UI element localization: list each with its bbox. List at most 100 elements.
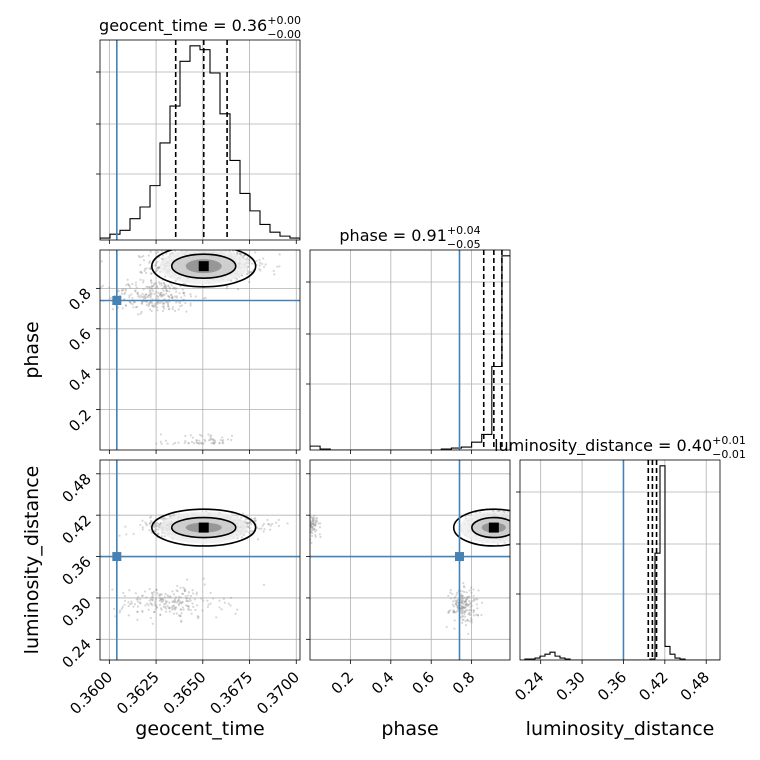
sample-point — [132, 306, 135, 309]
sample-point — [154, 604, 158, 607]
sample-point — [203, 583, 206, 586]
sample-point — [150, 301, 154, 305]
y-tick-label-phase: 0.8 — [65, 284, 95, 314]
sample-point — [460, 597, 463, 600]
sample-point — [168, 290, 171, 293]
sample-point — [180, 619, 183, 622]
sample-point — [464, 610, 467, 613]
sample-point — [447, 611, 450, 614]
title-err-plus: +0.04 — [447, 224, 481, 237]
sample-point — [213, 442, 216, 445]
sample-point — [319, 535, 322, 539]
sample-point — [150, 591, 154, 594]
sample-point — [202, 577, 205, 580]
sample-point — [512, 523, 514, 525]
histogram-geocent_time — [100, 45, 300, 240]
sample-point — [513, 530, 515, 532]
sample-point — [510, 515, 512, 517]
sample-point — [160, 517, 163, 520]
sample-point — [453, 597, 456, 600]
sample-point — [270, 522, 274, 526]
sample-point — [165, 287, 168, 290]
x-tick-label-phase: 0.6 — [408, 668, 438, 698]
sample-point — [157, 291, 160, 295]
sample-point — [177, 604, 181, 607]
sample-point — [169, 596, 172, 599]
sample-point — [312, 528, 315, 532]
sample-point — [463, 601, 467, 604]
sample-point — [173, 608, 177, 611]
sample-point — [147, 293, 151, 296]
sample-point — [150, 521, 153, 524]
sample-point — [460, 594, 463, 598]
sample-point — [184, 595, 187, 598]
sample-point — [163, 535, 166, 538]
sample-point — [177, 308, 180, 311]
sample-point — [175, 301, 178, 304]
sample-point — [249, 521, 252, 524]
sample-point — [466, 618, 469, 622]
sample-point — [128, 301, 132, 304]
sample-point — [137, 293, 140, 296]
sample-point — [162, 293, 165, 296]
sample-point — [315, 517, 318, 521]
sample-point — [144, 590, 147, 593]
sample-point — [463, 590, 466, 594]
x-axis-label-phase: phase — [381, 718, 438, 740]
sample-point — [164, 592, 167, 596]
sample-point — [189, 609, 192, 612]
sample-point — [121, 605, 124, 608]
sample-point — [511, 529, 513, 531]
sample-point — [455, 601, 458, 604]
sample-point — [172, 287, 175, 290]
sample-point — [147, 294, 150, 298]
sample-point — [234, 612, 237, 615]
sample-point — [129, 286, 132, 289]
sample-point — [314, 533, 317, 537]
sample-point — [183, 587, 186, 591]
sample-point — [447, 594, 450, 598]
sample-point — [468, 589, 471, 592]
sample-point — [148, 260, 151, 263]
sample-point — [521, 527, 523, 529]
sample-point — [164, 605, 167, 608]
sample-point — [176, 599, 180, 603]
sample-point — [185, 604, 188, 607]
sample-point — [196, 614, 199, 618]
sample-point — [264, 263, 267, 266]
y-tick-label-phase: 0.4 — [65, 365, 95, 395]
sample-point — [144, 521, 147, 524]
sample-point — [167, 305, 170, 308]
sample-point — [194, 608, 197, 612]
sample-point — [170, 296, 174, 299]
sample-point — [149, 522, 152, 525]
sample-point — [171, 600, 174, 603]
sample-point — [202, 297, 206, 300]
sample-point — [164, 601, 168, 604]
sample-point — [152, 284, 155, 288]
sample-point — [180, 608, 183, 611]
sample-point — [141, 609, 144, 612]
sample-point — [160, 535, 164, 538]
sample-point — [173, 286, 176, 289]
sample-point — [244, 236, 246, 238]
sample-point — [464, 600, 468, 603]
sample-point — [151, 592, 154, 595]
sample-point — [211, 441, 214, 444]
sample-point — [313, 527, 316, 530]
sample-point — [449, 609, 452, 612]
sample-point — [176, 590, 179, 593]
sample-point — [190, 247, 192, 249]
sample-point — [467, 596, 470, 599]
sample-point — [148, 289, 151, 292]
sample-point — [310, 524, 313, 527]
sample-point — [136, 305, 139, 308]
sample-point — [165, 610, 168, 613]
sample-point — [213, 439, 216, 442]
sample-point — [240, 254, 243, 257]
sample-point — [148, 522, 151, 526]
sample-point — [466, 596, 470, 599]
sample-point — [156, 525, 159, 528]
sample-point — [156, 309, 159, 312]
sample-point — [451, 603, 455, 606]
